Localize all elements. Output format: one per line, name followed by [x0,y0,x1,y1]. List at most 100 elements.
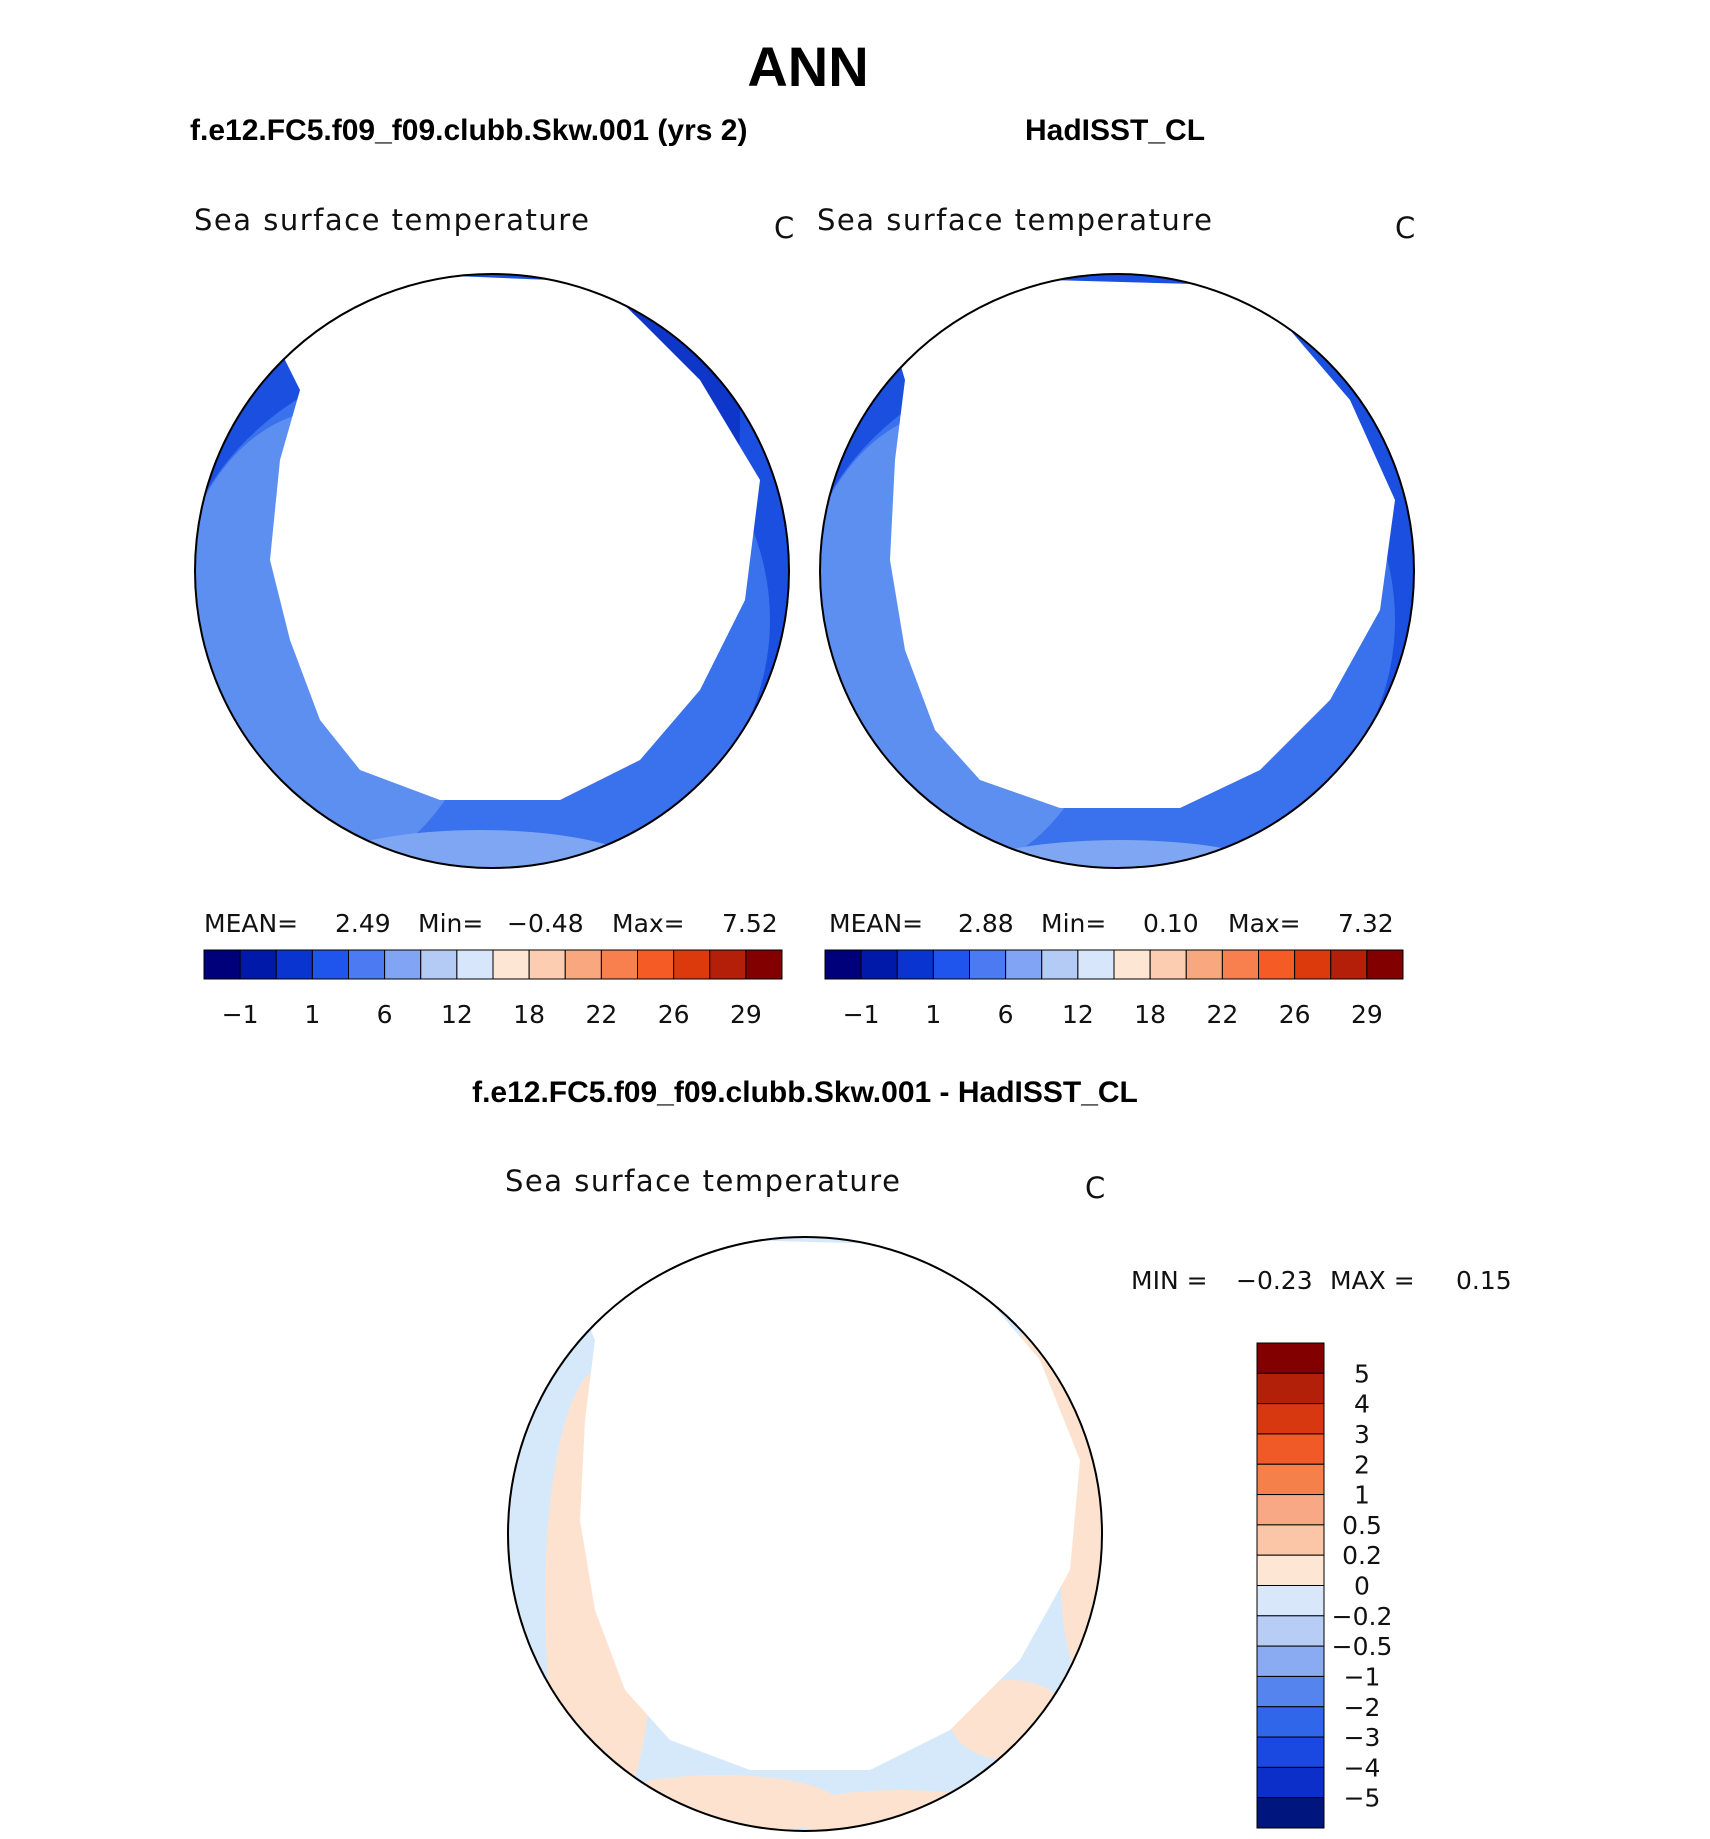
panel-obs-units: C [1395,211,1415,245]
colorbar-obs-swatch [1221,949,1259,980]
panel-diff-units: C [1085,1171,1105,1205]
colorbar-obs-swatch [1005,949,1043,980]
stats-model-max: 7.52 [722,909,778,938]
colorbar-obs-swatch [1330,949,1368,980]
stats-diff-max-label: MAX = [1330,1266,1415,1295]
panel-obs-header: HadISST_CL [1025,114,1205,147]
colorbar-diff-tick-label: −4 [1344,1753,1381,1782]
colorbar-obs-swatch [1041,949,1079,980]
map-diff [507,1236,1103,1832]
colorbar-model-tick-label: 6 [377,1000,393,1029]
stats-model-min: −0.48 [507,909,584,938]
panel-model-header: f.e12.FC5.f09_f09.clubb.Skw.001 (yrs 2) [190,114,747,147]
colorbar-obs-tick-label: −1 [843,1000,880,1029]
colorbar-model-swatch [600,949,638,980]
colorbar-model-swatch [203,949,241,980]
colorbar-model-swatch [239,949,277,980]
colorbar-diff-tick-label: 3 [1354,1420,1370,1449]
colorbar-diff-swatch [1256,1585,1325,1617]
colorbar-model-swatch [673,949,711,980]
colorbar-obs-swatch [1149,949,1187,980]
map-obs [819,273,1415,869]
colorbar-obs-swatch [860,949,898,980]
stats-diff: MIN = −0.23 MAX = 0.15 [1131,1266,1512,1295]
colorbar-diff-swatch [1256,1433,1325,1465]
colorbar-obs-swatch [824,949,862,980]
colorbar-diff-tick-label: 1 [1354,1481,1370,1510]
colorbar-diff-tick-label: −0.5 [1332,1632,1393,1661]
colorbar-model-tick-label: 12 [441,1000,473,1029]
colorbar-obs-swatch [1185,949,1223,980]
map-model [194,273,790,869]
colorbar-diff-swatch [1256,1403,1325,1435]
colorbar-obs-swatch [1077,949,1115,980]
stats-obs-min-label: Min= [1041,909,1106,938]
colorbar-diff-tick-label: −0.2 [1332,1602,1393,1631]
panel-diff-header: f.e12.FC5.f09_f09.clubb.Skw.001 - HadISS… [472,1076,1138,1109]
colorbar-model-tick-label: 18 [513,1000,545,1029]
colorbar-model-tick-label: −1 [222,1000,259,1029]
colorbar-diff-tick-label: −1 [1344,1662,1381,1691]
colorbar-diff-tick-label: 0.5 [1342,1511,1382,1540]
stats-obs-mean: 2.88 [958,909,1014,938]
stats-model-mean: 2.49 [335,909,391,938]
colorbar-obs-swatch [1366,949,1404,980]
colorbar-obs-swatch [1258,949,1296,980]
panel-diff-variable: Sea surface temperature [505,1164,901,1198]
colorbar-model-swatch [637,949,675,980]
colorbar-obs-tick-label: 6 [998,1000,1014,1029]
colorbar-model-swatch [384,949,422,980]
colorbar-model: −1 1 6 12 18 22 26 29 [203,949,783,1029]
colorbar-model-swatch [745,949,783,980]
colorbar-model-tick-label: 29 [730,1000,762,1029]
colorbar-diff-tick-label: −3 [1344,1723,1381,1752]
stats-diff-max: 0.15 [1456,1266,1512,1295]
colorbar-model-swatch [348,949,386,980]
colorbar-obs-swatch [1294,949,1332,980]
panel-model-units: C [774,211,794,245]
colorbar-model-swatch [456,949,494,980]
colorbar-diff-tick-label: 4 [1354,1390,1370,1419]
colorbar-obs-tick-label: 1 [925,1000,941,1029]
main-title: ANN [747,35,868,98]
colorbar-obs-swatch [969,949,1007,980]
colorbar-diff-swatch [1256,1524,1325,1556]
colorbar-model-swatch [564,949,602,980]
stats-model-mean-label: MEAN= [204,909,298,938]
colorbar-diff-swatch [1256,1645,1325,1677]
stats-model-max-label: Max= [612,909,685,938]
colorbar-model-tick-label: 26 [658,1000,690,1029]
colorbar-diff-swatch [1256,1463,1325,1496]
colorbar-diff-swatch [1256,1615,1325,1647]
colorbar-obs-tick-label: 18 [1134,1000,1166,1029]
colorbar-diff-tick-label: 5 [1354,1359,1370,1388]
colorbar-model-swatch [420,949,458,980]
colorbar-diff-swatch [1256,1554,1325,1586]
colorbar-model-swatch [275,949,313,980]
colorbar-diff-swatch [1256,1766,1325,1799]
colorbar-diff-swatch [1256,1797,1325,1829]
stats-obs-max: 7.32 [1338,909,1394,938]
colorbar-diff-swatch [1256,1675,1325,1708]
colorbar-obs: −1 1 6 12 18 22 26 29 [824,949,1404,1029]
colorbar-diff-tick-label: −5 [1344,1784,1381,1813]
stats-diff-min: −0.23 [1236,1266,1313,1295]
colorbar-obs-tick-label: 26 [1279,1000,1311,1029]
stats-obs-mean-label: MEAN= [829,909,923,938]
colorbar-diff-tick-label: 0 [1354,1572,1370,1601]
colorbar-obs-tick-label: 12 [1062,1000,1094,1029]
colorbar-obs-swatch [1113,949,1151,980]
colorbar-model-swatch [311,949,349,980]
colorbar-diff-swatch [1256,1706,1325,1738]
stats-obs: MEAN= 2.88 Min= 0.10 Max= 7.32 [829,909,1394,938]
stats-obs-min: 0.10 [1143,909,1199,938]
panel-model-variable: Sea surface temperature [194,203,590,237]
panel-obs-variable: Sea surface temperature [817,203,1213,237]
colorbar-diff-tick-label: 2 [1354,1450,1370,1479]
stats-diff-min-label: MIN = [1131,1266,1208,1295]
colorbar-diff-swatch [1256,1736,1325,1768]
colorbar-model-swatch [709,949,747,980]
colorbar-obs-swatch [896,949,934,980]
colorbar-obs-tick-label: 29 [1351,1000,1383,1029]
